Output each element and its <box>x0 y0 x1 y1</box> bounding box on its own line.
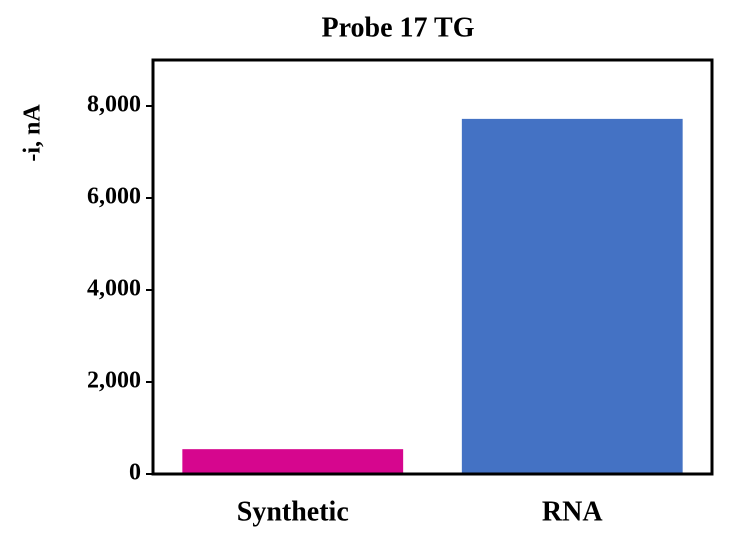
y-tick-label: 8,000 <box>87 92 141 118</box>
bar <box>461 118 683 474</box>
bar <box>182 449 404 474</box>
y-axis-label: -i, nA <box>20 104 46 162</box>
y-tick-label: 0 <box>129 460 141 486</box>
y-tick-label: 2,000 <box>87 368 141 394</box>
x-tick-label: RNA <box>542 496 603 527</box>
y-tick-label: 4,000 <box>87 276 141 302</box>
y-tick-label: 6,000 <box>87 184 141 210</box>
plot-frame <box>151 58 714 476</box>
x-tick-label: Synthetic <box>237 496 349 527</box>
chart-title: Probe 17 TG <box>322 12 475 43</box>
